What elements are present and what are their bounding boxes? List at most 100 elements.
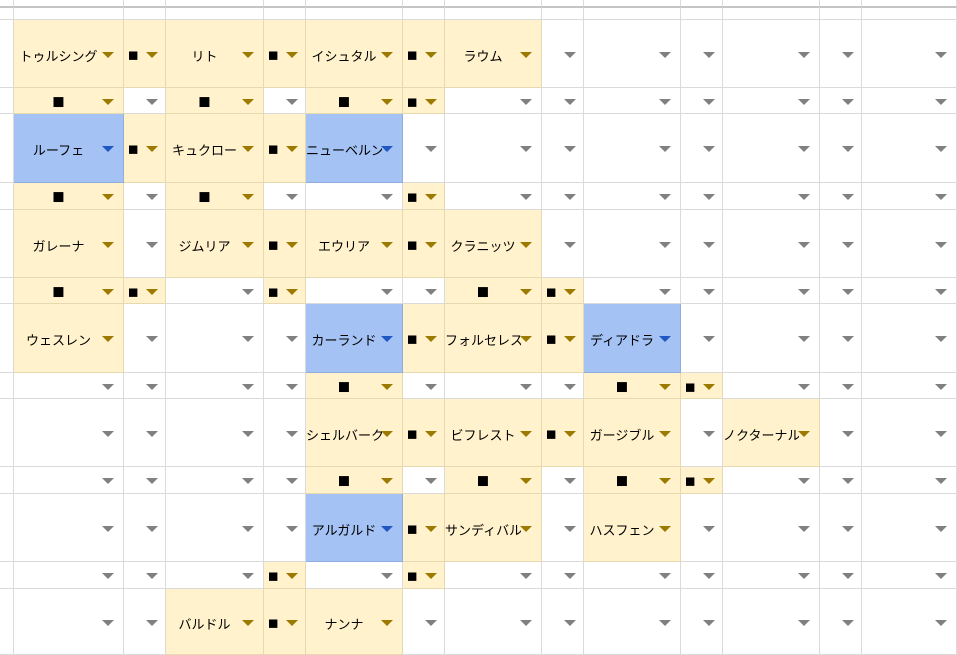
dropdown-cell[interactable]: イシュタル	[306, 20, 403, 88]
dropdown-arrow-icon[interactable]	[381, 383, 393, 390]
dropdown-arrow-icon[interactable]	[659, 383, 671, 390]
dropdown-arrow-icon[interactable]	[935, 525, 947, 532]
dropdown-cell[interactable]	[862, 114, 957, 183]
dropdown-cell[interactable]	[403, 278, 445, 304]
dropdown-cell[interactable]: ノクターナル	[723, 399, 820, 467]
dropdown-arrow-icon[interactable]	[102, 478, 114, 484]
dropdown-cell[interactable]: バルドル	[166, 589, 264, 655]
dropdown-cell[interactable]	[264, 88, 306, 114]
dropdown-cell[interactable]: ■	[403, 20, 445, 88]
dropdown-cell[interactable]: トゥルシング	[14, 20, 124, 88]
dropdown-arrow-icon[interactable]	[659, 619, 671, 626]
dropdown-cell[interactable]	[445, 589, 542, 655]
dropdown-arrow-icon[interactable]	[520, 430, 532, 437]
dropdown-arrow-icon[interactable]	[286, 241, 298, 248]
dropdown-cell[interactable]	[14, 467, 124, 494]
dropdown-cell[interactable]	[403, 373, 445, 399]
dropdown-cell[interactable]: ■	[264, 210, 306, 278]
dropdown-cell[interactable]	[820, 562, 862, 589]
dropdown-cell[interactable]	[723, 467, 820, 494]
dropdown-arrow-icon[interactable]	[146, 430, 158, 437]
dropdown-arrow-icon[interactable]	[564, 619, 576, 626]
dropdown-cell[interactable]: ■	[124, 114, 166, 183]
dropdown-cell[interactable]: ■	[584, 373, 681, 399]
dropdown-arrow-icon[interactable]	[659, 241, 671, 248]
dropdown-cell[interactable]	[862, 278, 957, 304]
dropdown-arrow-icon[interactable]	[242, 51, 254, 58]
dropdown-cell[interactable]	[862, 589, 957, 655]
dropdown-arrow-icon[interactable]	[242, 619, 254, 626]
dropdown-arrow-icon[interactable]	[381, 146, 393, 152]
dropdown-arrow-icon[interactable]	[381, 573, 393, 579]
dropdown-cell[interactable]: ラウム	[445, 20, 542, 88]
dropdown-arrow-icon[interactable]	[842, 430, 854, 437]
dropdown-cell[interactable]	[723, 562, 820, 589]
dropdown-cell[interactable]	[445, 88, 542, 114]
dropdown-cell[interactable]: ■	[166, 183, 264, 210]
dropdown-arrow-icon[interactable]	[703, 194, 715, 200]
dropdown-cell[interactable]	[124, 467, 166, 494]
dropdown-arrow-icon[interactable]	[425, 288, 437, 295]
dropdown-cell[interactable]	[264, 494, 306, 562]
dropdown-arrow-icon[interactable]	[425, 51, 437, 58]
dropdown-cell[interactable]	[862, 304, 957, 373]
dropdown-arrow-icon[interactable]	[146, 619, 158, 626]
dropdown-arrow-icon[interactable]	[798, 146, 810, 152]
dropdown-arrow-icon[interactable]	[381, 51, 393, 58]
dropdown-cell[interactable]: ■	[264, 589, 306, 655]
dropdown-cell[interactable]: シェルバーク	[306, 399, 403, 467]
dropdown-arrow-icon[interactable]	[842, 51, 854, 58]
dropdown-arrow-icon[interactable]	[146, 336, 158, 342]
dropdown-cell[interactable]	[820, 399, 862, 467]
dropdown-cell[interactable]	[445, 562, 542, 589]
dropdown-cell[interactable]	[306, 562, 403, 589]
dropdown-arrow-icon[interactable]	[520, 288, 532, 295]
dropdown-arrow-icon[interactable]	[842, 619, 854, 626]
dropdown-cell[interactable]	[306, 183, 403, 210]
dropdown-arrow-icon[interactable]	[659, 336, 671, 342]
dropdown-arrow-icon[interactable]	[286, 336, 298, 342]
dropdown-cell[interactable]	[681, 20, 723, 88]
dropdown-arrow-icon[interactable]	[842, 478, 854, 484]
dropdown-cell[interactable]	[584, 183, 681, 210]
dropdown-cell[interactable]	[723, 373, 820, 399]
dropdown-cell[interactable]	[14, 589, 124, 655]
dropdown-cell[interactable]	[681, 183, 723, 210]
dropdown-arrow-icon[interactable]	[564, 525, 576, 532]
dropdown-cell[interactable]	[584, 88, 681, 114]
dropdown-arrow-icon[interactable]	[798, 430, 810, 437]
dropdown-arrow-icon[interactable]	[146, 241, 158, 248]
dropdown-cell[interactable]: ■	[542, 399, 584, 467]
dropdown-arrow-icon[interactable]	[425, 619, 437, 626]
dropdown-arrow-icon[interactable]	[703, 98, 715, 105]
dropdown-arrow-icon[interactable]	[659, 430, 671, 437]
dropdown-arrow-icon[interactable]	[703, 573, 715, 579]
dropdown-cell[interactable]: ■	[681, 373, 723, 399]
dropdown-cell[interactable]: フォルセレス	[445, 304, 542, 373]
dropdown-arrow-icon[interactable]	[659, 98, 671, 105]
dropdown-arrow-icon[interactable]	[520, 241, 532, 248]
dropdown-cell[interactable]: ■	[542, 304, 584, 373]
dropdown-arrow-icon[interactable]	[242, 241, 254, 248]
dropdown-arrow-icon[interactable]	[425, 241, 437, 248]
dropdown-cell[interactable]	[264, 467, 306, 494]
dropdown-arrow-icon[interactable]	[381, 619, 393, 626]
dropdown-arrow-icon[interactable]	[659, 146, 671, 152]
dropdown-cell[interactable]	[820, 278, 862, 304]
dropdown-arrow-icon[interactable]	[520, 146, 532, 152]
dropdown-cell[interactable]	[403, 114, 445, 183]
dropdown-cell[interactable]	[584, 20, 681, 88]
dropdown-arrow-icon[interactable]	[798, 194, 810, 200]
dropdown-cell[interactable]: キュクロー	[166, 114, 264, 183]
dropdown-arrow-icon[interactable]	[798, 98, 810, 105]
dropdown-arrow-icon[interactable]	[242, 573, 254, 579]
dropdown-cell[interactable]	[124, 589, 166, 655]
dropdown-cell[interactable]	[681, 399, 723, 467]
dropdown-arrow-icon[interactable]	[146, 288, 158, 295]
dropdown-cell[interactable]	[14, 562, 124, 589]
dropdown-cell[interactable]: ■	[306, 467, 403, 494]
dropdown-arrow-icon[interactable]	[381, 430, 393, 437]
dropdown-cell[interactable]	[166, 278, 264, 304]
dropdown-cell[interactable]	[681, 210, 723, 278]
dropdown-arrow-icon[interactable]	[935, 194, 947, 200]
